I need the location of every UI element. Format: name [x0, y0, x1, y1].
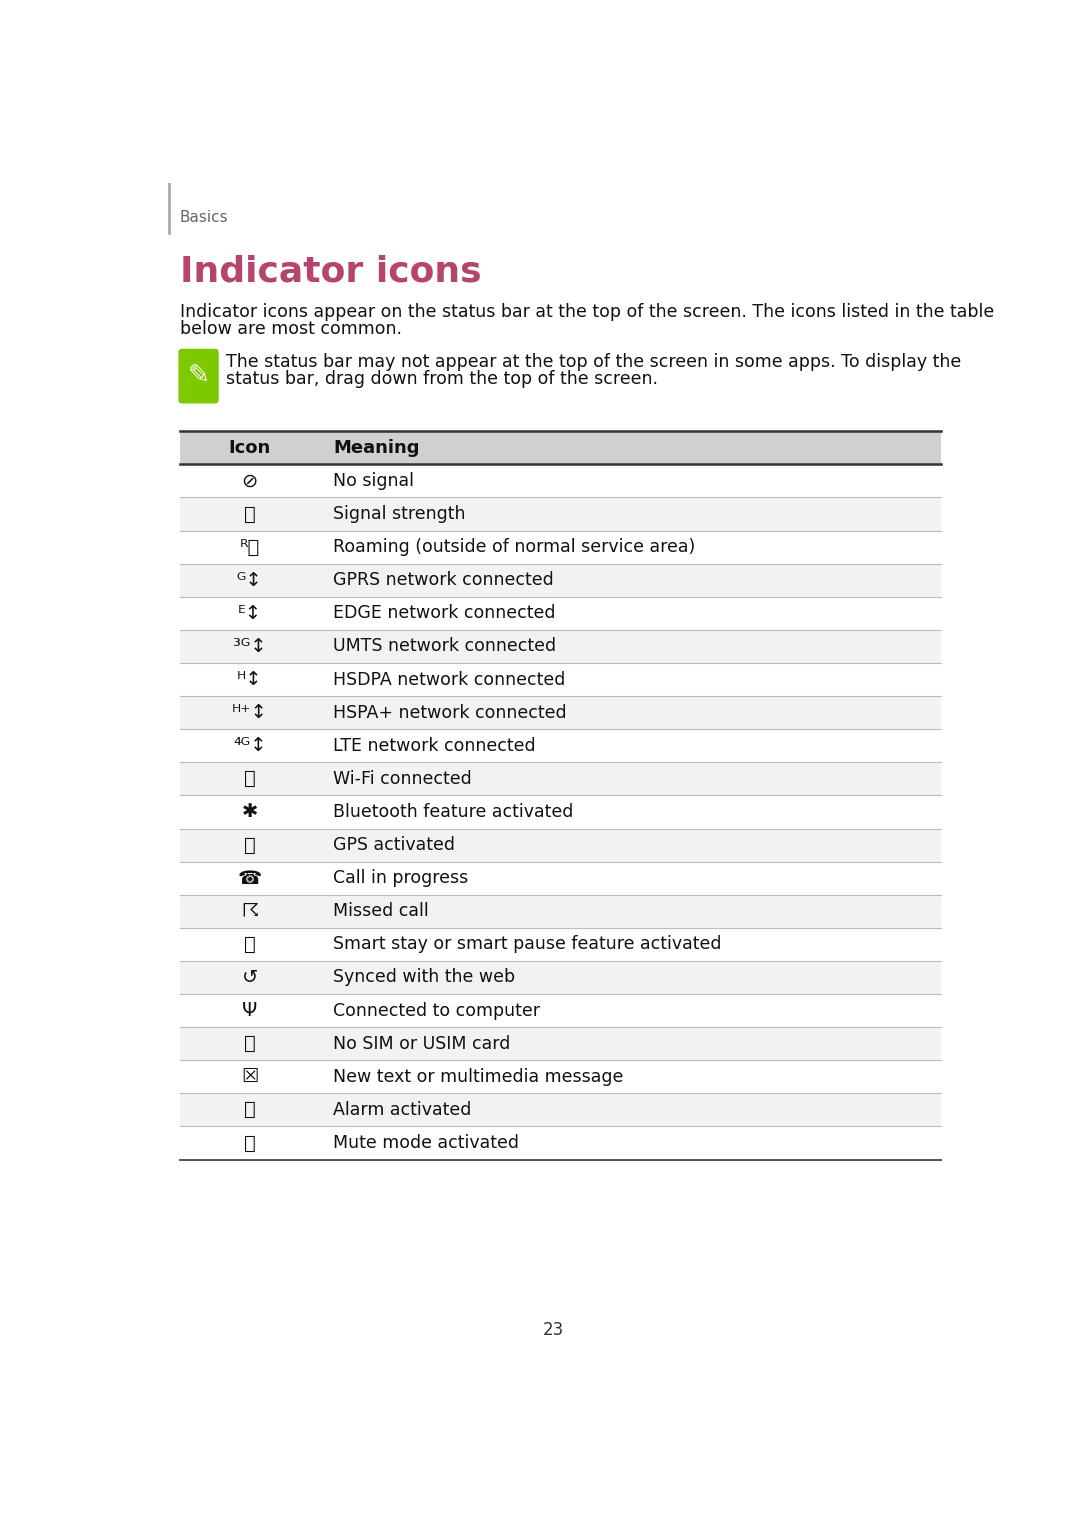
Bar — [180, 563, 941, 597]
Text: Call in progress: Call in progress — [334, 869, 469, 887]
Text: Synced with the web: Synced with the web — [334, 968, 515, 986]
Text: Signal strength: Signal strength — [334, 505, 465, 522]
Bar — [180, 1028, 941, 1060]
Bar — [180, 730, 941, 762]
Text: New text or multimedia message: New text or multimedia message — [334, 1067, 624, 1086]
Bar — [180, 1127, 941, 1159]
Bar — [180, 960, 941, 994]
Text: ⊘: ⊘ — [242, 472, 258, 490]
Text: below are most common.: below are most common. — [180, 321, 402, 339]
Text: The status bar may not appear at the top of the screen in some apps. To display : The status bar may not appear at the top… — [227, 353, 961, 371]
Text: 📶: 📶 — [244, 770, 256, 788]
Text: Indicator icons appear on the status bar at the top of the screen. The icons lis: Indicator icons appear on the status bar… — [180, 302, 995, 321]
Bar — [180, 530, 941, 563]
Text: Wi-Fi connected: Wi-Fi connected — [334, 770, 472, 788]
Bar — [180, 597, 941, 629]
Text: 📍: 📍 — [244, 835, 256, 855]
Bar — [180, 1060, 941, 1093]
Text: Missed call: Missed call — [334, 902, 429, 921]
Text: UMTS network connected: UMTS network connected — [334, 637, 556, 655]
Text: ᴿ⤈: ᴿ⤈ — [240, 538, 260, 556]
Bar — [180, 994, 941, 1028]
Text: ᴳ↕: ᴳ↕ — [237, 571, 262, 589]
Bar — [180, 762, 941, 796]
Text: No signal: No signal — [334, 472, 415, 490]
Text: EDGE network connected: EDGE network connected — [334, 605, 556, 623]
Bar — [180, 928, 941, 960]
Bar — [180, 663, 941, 696]
Text: Connected to computer: Connected to computer — [334, 1002, 540, 1020]
Text: ᴱ↕: ᴱ↕ — [238, 603, 261, 623]
Bar — [180, 829, 941, 861]
Text: GPS activated: GPS activated — [334, 837, 456, 854]
Text: ☈: ☈ — [241, 902, 258, 921]
Bar — [180, 629, 941, 663]
Text: HSPA+ network connected: HSPA+ network connected — [334, 704, 567, 722]
Text: Indicator icons: Indicator icons — [180, 253, 482, 289]
Text: ✎: ✎ — [188, 363, 210, 389]
Text: Alarm activated: Alarm activated — [334, 1101, 472, 1119]
Text: Meaning: Meaning — [334, 438, 420, 457]
Text: GPRS network connected: GPRS network connected — [334, 571, 554, 589]
Text: ✱: ✱ — [242, 803, 258, 822]
Text: 23: 23 — [543, 1321, 564, 1339]
Text: Basics: Basics — [180, 211, 229, 224]
Text: HSDPA network connected: HSDPA network connected — [334, 670, 566, 689]
Text: No SIM or USIM card: No SIM or USIM card — [334, 1035, 511, 1052]
Text: Mute mode activated: Mute mode activated — [334, 1135, 519, 1151]
Text: Smart stay or smart pause feature activated: Smart stay or smart pause feature activa… — [334, 936, 721, 953]
Text: Bluetooth feature activated: Bluetooth feature activated — [334, 803, 573, 822]
Text: ↺: ↺ — [242, 968, 258, 986]
Text: ⤈: ⤈ — [244, 504, 256, 524]
Text: ᴴ⁺↕: ᴴ⁺↕ — [232, 702, 268, 722]
Bar — [180, 1093, 941, 1127]
FancyBboxPatch shape — [178, 348, 218, 403]
Bar — [180, 895, 941, 928]
Text: ⁴ᴳ↕: ⁴ᴳ↕ — [233, 736, 267, 756]
Text: ☎: ☎ — [238, 869, 261, 887]
Bar — [180, 861, 941, 895]
Text: ᴴ↕: ᴴ↕ — [237, 670, 262, 689]
Text: status bar, drag down from the top of the screen.: status bar, drag down from the top of th… — [227, 370, 659, 388]
Text: 🔇: 🔇 — [244, 1133, 256, 1153]
Text: LTE network connected: LTE network connected — [334, 736, 536, 754]
Text: ⏰: ⏰ — [244, 1101, 256, 1119]
Text: Icon: Icon — [229, 438, 271, 457]
Text: ☒: ☒ — [241, 1067, 258, 1086]
Text: Roaming (outside of normal service area): Roaming (outside of normal service area) — [334, 538, 696, 556]
Bar — [180, 796, 941, 829]
Bar — [180, 696, 941, 730]
Bar — [180, 498, 941, 530]
Text: Ψ: Ψ — [242, 1002, 257, 1020]
Text: 👁: 👁 — [244, 935, 256, 954]
Text: ³ᴳ↕: ³ᴳ↕ — [233, 637, 267, 657]
Bar — [180, 464, 941, 498]
Text: 📵: 📵 — [244, 1034, 256, 1054]
Bar — [180, 431, 941, 464]
